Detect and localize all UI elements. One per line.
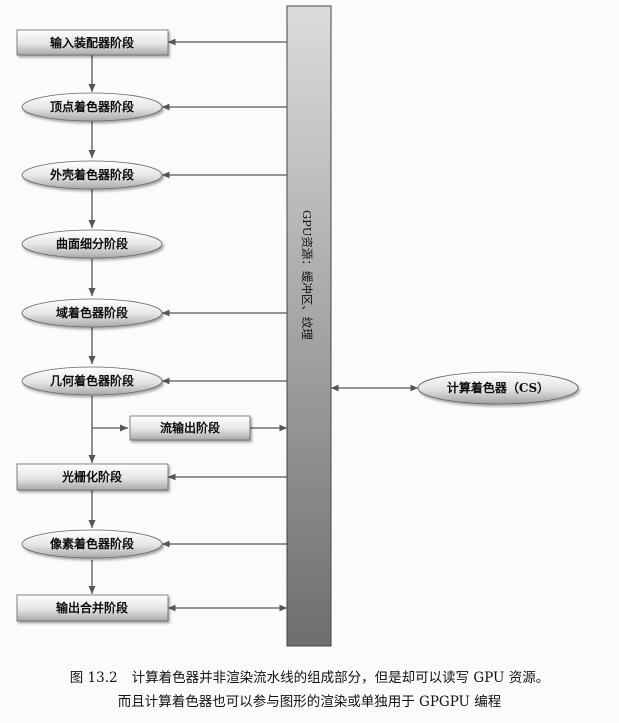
stage-label: 顶点着色器阶段 (50, 99, 135, 114)
stage-label: 域着色器阶段 (56, 305, 129, 320)
stage-label: 外壳着色器阶段 (50, 167, 135, 182)
stage-label: 输入装配器阶段 (50, 35, 135, 50)
pipeline-diagram: GPU资源：缓冲区、纹理 输入装配器阶段 顶点着色器阶段 外壳着色器阶段 (16, 5, 579, 647)
stage-output-merger: 输出合并阶段 (16, 594, 169, 622)
stage-tessellator: 曲面细分阶段 (21, 229, 163, 259)
caption-text-2: 而且计算着色器也可以参与图形的渲染或单独用于 GPGPU 编程 (117, 694, 502, 710)
stage-hull-shader: 外壳着色器阶段 (21, 160, 163, 190)
figure-caption-line2: 而且计算着色器也可以参与图形的渲染或单独用于 GPGPU 编程 (0, 690, 619, 710)
gpu-resources-label: GPU资源：缓冲区、纹理 (300, 210, 314, 340)
flow-arrows (88, 55, 128, 594)
stage-input-assembler: 输入装配器阶段 (16, 29, 169, 56)
compute-shader-node: 计算着色器（CS） (417, 371, 579, 405)
compute-shader-label: 计算着色器（CS） (447, 380, 549, 395)
stage-label: 光栅化阶段 (61, 469, 123, 484)
stage-geometry-shader: 几何着色器阶段 (21, 366, 163, 396)
stage-label: 输出合并阶段 (56, 600, 129, 615)
stage-label: 曲面细分阶段 (56, 236, 129, 251)
stage-pixel-shader: 像素着色器阶段 (21, 529, 163, 559)
caption-text-1: 计算着色器并非渲染流水线的组成部分，但是却可以读写 GPU 资源。 (131, 670, 550, 686)
stage-label: 几何着色器阶段 (50, 373, 135, 388)
resource-arrows (162, 38, 418, 612)
stage-domain-shader: 域着色器阶段 (21, 298, 163, 328)
stage-stream-output: 流输出阶段 (129, 415, 251, 441)
stage-rasterizer: 光栅化阶段 (16, 463, 169, 491)
figure-number: 图 13.2 (69, 670, 118, 686)
stage-vertex-shader: 顶点着色器阶段 (21, 92, 163, 122)
stage-label: 流输出阶段 (160, 420, 221, 435)
stage-label: 像素着色器阶段 (50, 536, 135, 551)
figure-caption-line1: 图 13.2 计算着色器并非渲染流水线的组成部分，但是却可以读写 GPU 资源。 (0, 666, 619, 686)
gpu-resources-bar: GPU资源：缓冲区、纹理 (286, 5, 332, 647)
